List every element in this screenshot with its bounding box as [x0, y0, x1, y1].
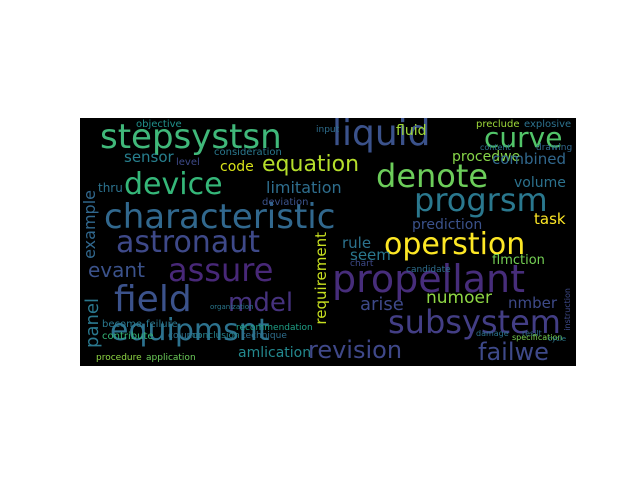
word-fluid: fluid [396, 123, 427, 139]
word-consideration: consideration [214, 147, 282, 158]
word-specification: specification [512, 333, 563, 342]
word-flmction: flmction [492, 253, 545, 268]
word-volume: volume [514, 175, 566, 191]
word-requirement: requirement [312, 232, 330, 325]
word-progrsm: progrsm [414, 181, 548, 219]
word-technique: technique [242, 331, 287, 341]
word-explosive: explosive [524, 119, 572, 130]
word-liquid: liquid [332, 118, 431, 154]
word-candidate: candidate [406, 265, 451, 275]
word-damage: damage [476, 329, 509, 338]
word-cycle: cycle [548, 335, 567, 343]
word-feilure: feilure [146, 319, 178, 330]
word-stepsystsn: stepsystsn [100, 118, 282, 157]
word-seem: seem [350, 246, 391, 264]
word-recommendation: recommendation [236, 323, 313, 333]
word-limitation: limitation [266, 178, 342, 197]
word-evant: evant [88, 258, 145, 282]
word-cloud: stepsystsn liquid curve device denote pr… [80, 118, 576, 366]
word-panel: panel [82, 298, 103, 348]
word-objective: objective [136, 119, 182, 130]
word-chart: chart [350, 259, 374, 269]
word-code: code [220, 159, 254, 175]
word-failwe: failwe [478, 338, 549, 366]
word-arise: arise [360, 294, 404, 315]
word-conclusion: conclusion [192, 331, 240, 341]
word-thru: thru [98, 181, 123, 195]
word-preclude: preclude [476, 119, 520, 130]
word-equation: equation [262, 152, 360, 177]
word-resilt: resilt [522, 329, 542, 338]
word-characteristic: characteristic [104, 197, 336, 237]
word-task: task [534, 210, 566, 228]
word-procedure: procedure [96, 353, 142, 363]
word-curve: curve [484, 121, 563, 154]
word-application: application [146, 353, 196, 363]
word-mdel: mdel [228, 288, 294, 318]
word-rule: rule [342, 234, 372, 252]
word-propellant: propellant [332, 257, 526, 301]
word-column: column [168, 331, 202, 341]
word-drawing: drawing [536, 143, 573, 153]
word-revision: revision [308, 336, 403, 364]
word-field: field [114, 279, 192, 320]
word-content: content [480, 143, 511, 152]
word-sensor: sensor [124, 148, 174, 166]
word-numoer: numoer [426, 288, 492, 308]
word-procedwe: procedwe [452, 149, 521, 165]
word-example: example [80, 190, 99, 259]
word-equipmsnt: equipmsnt [110, 313, 270, 348]
word-assure: assure [168, 251, 274, 289]
word-subsystem: subsystem [388, 303, 561, 341]
word-become: become [102, 319, 143, 330]
word-combined: combined [492, 150, 566, 168]
word-astronaut: astronaut [116, 225, 260, 260]
word-nmber: nmber [508, 294, 558, 312]
word-denote: denote [376, 157, 489, 195]
word-prediction: prediction [412, 217, 483, 233]
word-operstion: operstion [384, 227, 526, 262]
word-device: device [124, 167, 223, 202]
word-deviation: deviation [262, 197, 309, 208]
word-organization: organization [210, 303, 254, 311]
word-instruction: instruction [563, 288, 572, 331]
word-amlication: amlication [238, 345, 312, 361]
word-level: level [176, 157, 200, 168]
word-input: input [316, 125, 340, 135]
word-contribute: contribute [102, 331, 154, 342]
